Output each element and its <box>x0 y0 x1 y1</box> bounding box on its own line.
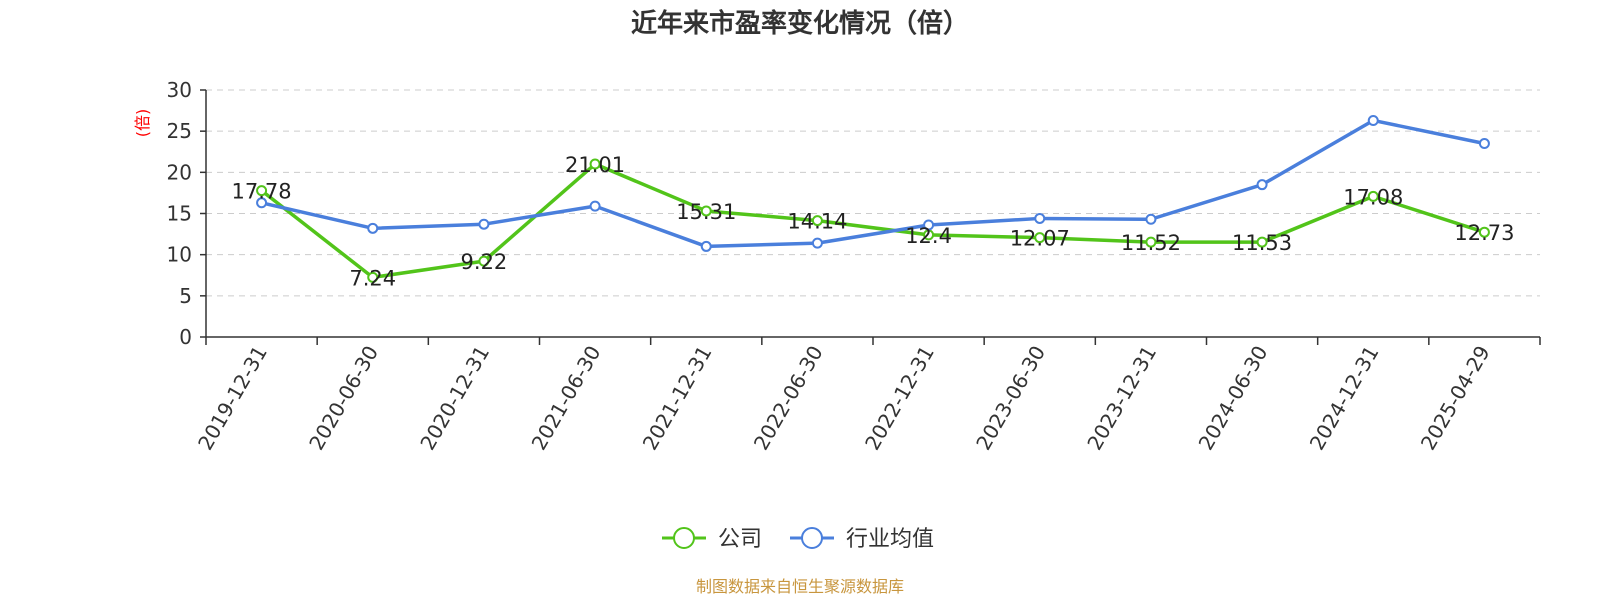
x-tick-label: 2022-12-31 <box>860 341 939 454</box>
x-tick-label: 2025-04-29 <box>1416 342 1495 455</box>
data-point[interactable] <box>1256 179 1268 191</box>
x-tick-label: 2021-06-30 <box>527 342 606 455</box>
data-point[interactable] <box>1367 114 1379 126</box>
legend-marker <box>801 527 823 549</box>
data-label: 11.53 <box>1232 231 1292 255</box>
data-point[interactable] <box>589 158 601 170</box>
x-tick-label: 2023-06-30 <box>971 342 1050 455</box>
data-label: 12.73 <box>1454 221 1514 245</box>
x-tick-label: 2024-12-31 <box>1305 342 1384 455</box>
data-point[interactable] <box>256 185 268 197</box>
data-point[interactable] <box>1367 190 1379 202</box>
legend-item-1[interactable]: 行业均值 <box>790 527 934 552</box>
data-source: 制图数据来自恒生聚源数据库 <box>696 577 904 596</box>
series-line-1 <box>261 118 1485 249</box>
data-point[interactable] <box>700 205 712 217</box>
y-tick-label: 25 <box>167 119 192 143</box>
data-label: 14.14 <box>787 210 847 234</box>
data-label: 11.52 <box>1121 231 1181 255</box>
data-point[interactable] <box>700 240 712 252</box>
data-point[interactable] <box>811 215 823 227</box>
data-label: 12.07 <box>1010 227 1070 251</box>
legend-item-0[interactable]: 公司 <box>662 527 762 552</box>
data-point[interactable] <box>811 237 823 249</box>
legend-label: 公司 <box>718 527 762 552</box>
data-label: 21.01 <box>565 153 625 177</box>
y-tick-label: 10 <box>167 243 192 267</box>
data-point[interactable] <box>478 218 490 230</box>
y-tick-label: 0 <box>179 325 192 349</box>
data-point[interactable] <box>1478 226 1490 238</box>
y-axis-unit: (倍) <box>133 109 152 138</box>
x-tick-label: 2021-12-31 <box>638 342 717 455</box>
data-point[interactable] <box>1034 232 1046 244</box>
data-label: 9.22 <box>461 250 508 274</box>
data-point[interactable] <box>589 200 601 212</box>
data-label: 15.31 <box>676 200 736 224</box>
data-point[interactable] <box>1034 212 1046 224</box>
legend[interactable]: 公司 行业均值 <box>662 527 934 552</box>
x-tick-label: 2024-06-30 <box>1194 342 1273 455</box>
series-line-0 <box>260 162 1485 280</box>
series-layer <box>256 114 1490 283</box>
x-tick-label: 2023-12-31 <box>1082 342 1161 455</box>
x-tick-label: 2020-06-30 <box>304 342 383 455</box>
data-point[interactable] <box>1145 236 1157 248</box>
data-point[interactable] <box>1145 213 1157 225</box>
chart-title: 近年来市盈率变化情况（倍） <box>631 8 969 39</box>
data-point[interactable] <box>478 255 490 267</box>
y-tick-label: 20 <box>167 160 192 184</box>
data-point[interactable] <box>923 219 935 231</box>
data-label: 12.4 <box>905 224 952 248</box>
data-label: 17.78 <box>232 180 292 204</box>
grid-lines <box>206 89 1540 297</box>
x-tick-label: 2020-12-31 <box>415 341 494 454</box>
data-label: 7.24 <box>349 266 396 290</box>
legend-marker <box>673 527 695 549</box>
data-point[interactable] <box>1256 236 1268 248</box>
y-tick-label: 15 <box>167 202 192 226</box>
data-point[interactable] <box>367 271 379 283</box>
data-point[interactable] <box>367 222 379 234</box>
data-label: 17.08 <box>1343 185 1403 209</box>
data-point[interactable] <box>1478 138 1490 150</box>
x-tick-label: 2019-12-31 <box>193 342 272 455</box>
y-tick-label: 5 <box>179 284 192 308</box>
legend-label: 行业均值 <box>846 527 934 552</box>
y-tick-label: 30 <box>167 78 192 102</box>
data-labels: 17.78 7.24 9.22 21.01 15.31 14.14 12.4 12.07 11.… <box>232 153 1515 290</box>
data-point[interactable] <box>256 197 268 209</box>
x-tick-label: 2022-06-30 <box>749 342 828 455</box>
